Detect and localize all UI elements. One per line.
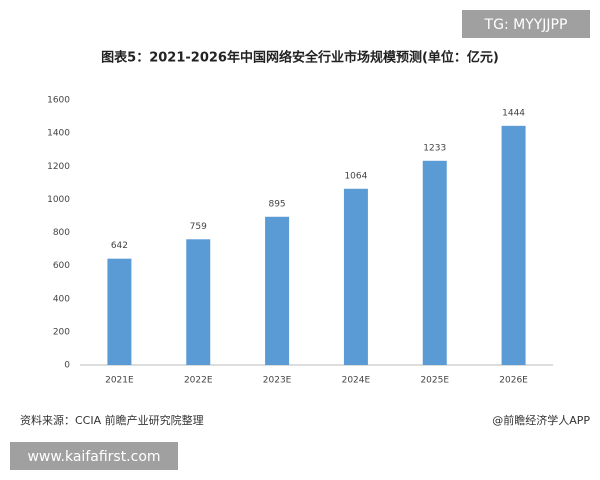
- source: 资料来源：CCIA 前瞻产业研究院整理: [20, 413, 204, 427]
- x-tick-label: 2026E: [499, 376, 528, 386]
- watermark: www.kaifafirst.com: [27, 449, 160, 465]
- credit: @前瞻经济学人APP: [492, 413, 590, 427]
- bar: [343, 188, 368, 365]
- y-tick-label: 1600: [47, 96, 70, 106]
- bar: [501, 125, 526, 366]
- watermark-box: [462, 10, 590, 38]
- bar: [186, 239, 211, 365]
- bar: [422, 160, 447, 365]
- x-tick-label: 2023E: [263, 376, 292, 386]
- x-tick-label: 2022E: [184, 376, 213, 386]
- bar: [265, 216, 290, 365]
- data-label: 1233: [423, 143, 446, 153]
- y-tick-label: 1200: [47, 162, 70, 172]
- watermark-box: [10, 442, 178, 470]
- data-label: 1444: [502, 108, 525, 118]
- y-tick-label: 200: [53, 327, 70, 337]
- y-tick-label: 0: [64, 361, 70, 371]
- x-tick-label: 2025E: [420, 376, 449, 386]
- x-tick-label: 2021E: [105, 376, 134, 386]
- data-label: 1064: [344, 171, 367, 181]
- y-tick-label: 1400: [47, 129, 70, 139]
- data-label: 759: [190, 222, 207, 232]
- y-tick-label: 600: [53, 261, 70, 271]
- x-tick-label: 2024E: [342, 376, 371, 386]
- y-tick-label: 1000: [47, 195, 70, 205]
- y-tick-label: 400: [53, 294, 70, 304]
- watermark: TG: MYYJJPP: [484, 17, 568, 33]
- bar: [107, 258, 132, 365]
- data-label: 895: [268, 199, 285, 209]
- data-label: 642: [111, 241, 128, 251]
- y-tick-label: 800: [53, 228, 70, 238]
- chart-title: 图表5：2021-2026年中国网络安全行业市场规模预测(单位：亿元): [101, 50, 499, 66]
